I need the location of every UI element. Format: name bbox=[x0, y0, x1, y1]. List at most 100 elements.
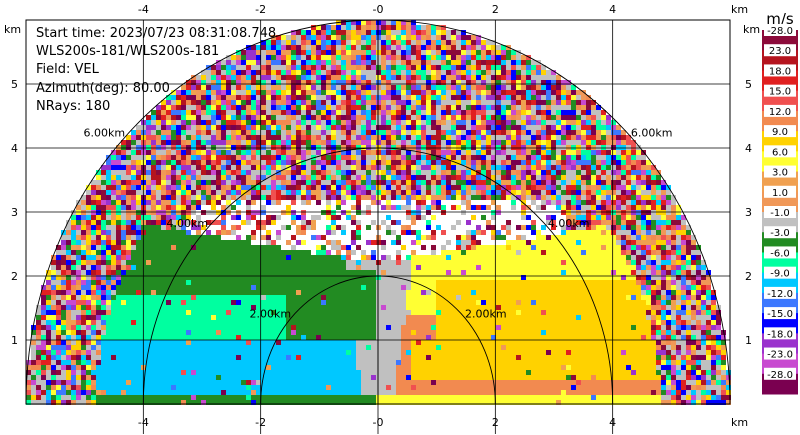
noise-cell bbox=[681, 215, 686, 220]
noise-cell bbox=[241, 180, 246, 185]
noise-cell bbox=[261, 140, 266, 145]
noise-cell bbox=[286, 185, 291, 190]
noise-cell bbox=[406, 175, 411, 180]
noise-cell bbox=[281, 210, 286, 215]
noise-cell bbox=[346, 255, 351, 260]
noise-cell bbox=[641, 265, 646, 270]
noise-cell bbox=[476, 175, 481, 180]
noise-cell bbox=[521, 55, 526, 60]
noise-cell bbox=[396, 190, 401, 195]
noise-cell bbox=[556, 180, 561, 185]
noise-cell bbox=[681, 315, 686, 320]
noise-cell bbox=[306, 185, 311, 190]
noise-cell bbox=[566, 90, 571, 95]
noise-cell bbox=[536, 65, 541, 70]
noise-cell bbox=[581, 165, 586, 170]
noise-cell bbox=[246, 185, 251, 190]
noise-cell bbox=[406, 110, 411, 115]
noise-cell bbox=[161, 170, 166, 175]
noise-cell bbox=[281, 165, 286, 170]
noise-cell bbox=[326, 195, 331, 200]
noise-cell bbox=[241, 190, 246, 195]
noise-cell bbox=[546, 175, 551, 180]
noise-cell bbox=[326, 145, 331, 150]
noise-cell bbox=[56, 295, 61, 300]
noise-cell bbox=[291, 100, 296, 105]
noise-cell bbox=[656, 310, 661, 315]
noise-cell bbox=[436, 120, 441, 125]
noise-cell bbox=[381, 45, 386, 50]
noise-cell bbox=[101, 185, 106, 190]
noise-cell bbox=[656, 255, 661, 260]
noise-cell bbox=[111, 200, 116, 205]
noise-cell bbox=[186, 140, 191, 145]
noise-cell bbox=[96, 200, 101, 205]
noise-cell bbox=[521, 155, 526, 160]
noise-cell bbox=[286, 120, 291, 125]
noise-cell bbox=[201, 200, 206, 205]
noise-cell bbox=[171, 115, 176, 120]
noise-cell bbox=[406, 100, 411, 105]
noise-cell bbox=[56, 330, 61, 335]
noise-cell bbox=[561, 205, 566, 210]
noise-cell bbox=[421, 85, 426, 90]
field-cell bbox=[526, 240, 531, 245]
noise-cell bbox=[406, 135, 411, 140]
noise-cell bbox=[531, 85, 536, 90]
noise-cell bbox=[346, 110, 351, 115]
noise-cell bbox=[351, 235, 356, 240]
noise-cell bbox=[226, 140, 231, 145]
noise-cell bbox=[151, 150, 156, 155]
noise-cell bbox=[626, 135, 631, 140]
noise-cell bbox=[131, 210, 136, 215]
noise-cell bbox=[676, 385, 681, 390]
noise-cell bbox=[641, 230, 646, 235]
noise-cell bbox=[441, 210, 446, 215]
noise-cell bbox=[331, 30, 336, 35]
noise-cell bbox=[61, 335, 66, 340]
noise-cell bbox=[26, 375, 31, 380]
noise-cell bbox=[486, 90, 491, 95]
noise-cell bbox=[306, 170, 311, 175]
noise-cell bbox=[511, 90, 516, 95]
noise-cell bbox=[186, 150, 191, 155]
noise-cell bbox=[386, 185, 391, 190]
noise-cell bbox=[131, 230, 136, 235]
noise-cell bbox=[161, 165, 166, 170]
noise-cell bbox=[46, 290, 51, 295]
noise-cell bbox=[466, 95, 471, 100]
noise-cell bbox=[211, 170, 216, 175]
noise-cell bbox=[486, 205, 491, 210]
noise-cell bbox=[281, 145, 286, 150]
noise-cell bbox=[211, 125, 216, 130]
noise-cell bbox=[41, 295, 46, 300]
noise-cell bbox=[381, 25, 386, 30]
noise-cell bbox=[411, 160, 416, 165]
noise-cell bbox=[186, 85, 191, 90]
noise-cell bbox=[536, 95, 541, 100]
noise-cell bbox=[231, 170, 236, 175]
noise-cell bbox=[286, 150, 291, 155]
noise-cell bbox=[461, 160, 466, 165]
noise-cell bbox=[531, 135, 536, 140]
noise-cell bbox=[386, 65, 391, 70]
noise-cell bbox=[611, 165, 616, 170]
noise-cell bbox=[96, 290, 101, 295]
noise-cell bbox=[621, 155, 626, 160]
noise-cell bbox=[601, 130, 606, 135]
noise-cell bbox=[241, 195, 246, 200]
noise-cell bbox=[181, 170, 186, 175]
noise-cell bbox=[51, 330, 56, 335]
noise-cell bbox=[56, 260, 61, 265]
noise-cell bbox=[321, 45, 326, 50]
noise-cell bbox=[456, 245, 461, 250]
noise-cell bbox=[521, 100, 526, 105]
noise-cell bbox=[351, 80, 356, 85]
noise-cell bbox=[276, 50, 281, 55]
noise-cell bbox=[201, 170, 206, 175]
noise-cell bbox=[66, 365, 71, 370]
noise-cell bbox=[166, 185, 171, 190]
noise-cell bbox=[506, 165, 511, 170]
noise-cell bbox=[276, 215, 281, 220]
noise-cell bbox=[656, 335, 661, 340]
